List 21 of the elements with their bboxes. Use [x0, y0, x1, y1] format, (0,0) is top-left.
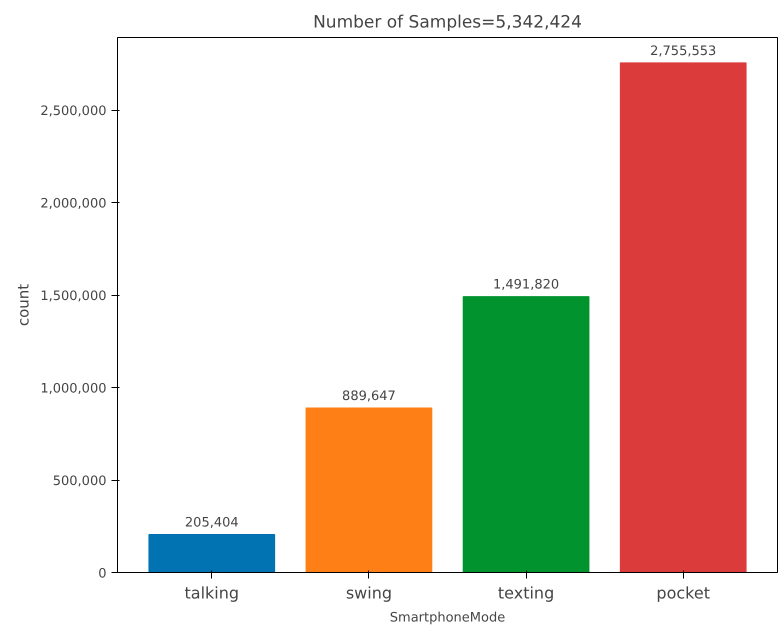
data-label: 889,647	[342, 388, 396, 404]
y-tick-label: 500,000	[52, 474, 107, 490]
x-tick-label: texting	[498, 584, 554, 602]
y-tick-label: 1,500,000	[40, 289, 107, 304]
bar	[306, 407, 432, 572]
bar	[148, 534, 276, 572]
bar	[620, 62, 747, 572]
bar	[462, 296, 590, 572]
chart-title: Number of Samples=5,342,424	[313, 12, 582, 32]
y-axis-title: count	[14, 284, 32, 326]
y-tick-label: 0	[98, 566, 107, 582]
data-label: 205,404	[184, 516, 239, 531]
data-label: 2,755,553	[650, 44, 716, 59]
y-tick-label: 1,000,000	[40, 382, 107, 397]
data-label: 1,491,820	[492, 278, 560, 293]
y-tick-label: 2,000,000	[40, 196, 107, 212]
x-axis-title: SmartphoneMode	[390, 610, 506, 626]
x-tick-label: swing	[346, 584, 392, 602]
x-tick-label: pocket	[656, 584, 710, 602]
y-tick-label: 2,500,000	[40, 104, 107, 120]
x-tick-label: talking	[184, 584, 240, 602]
